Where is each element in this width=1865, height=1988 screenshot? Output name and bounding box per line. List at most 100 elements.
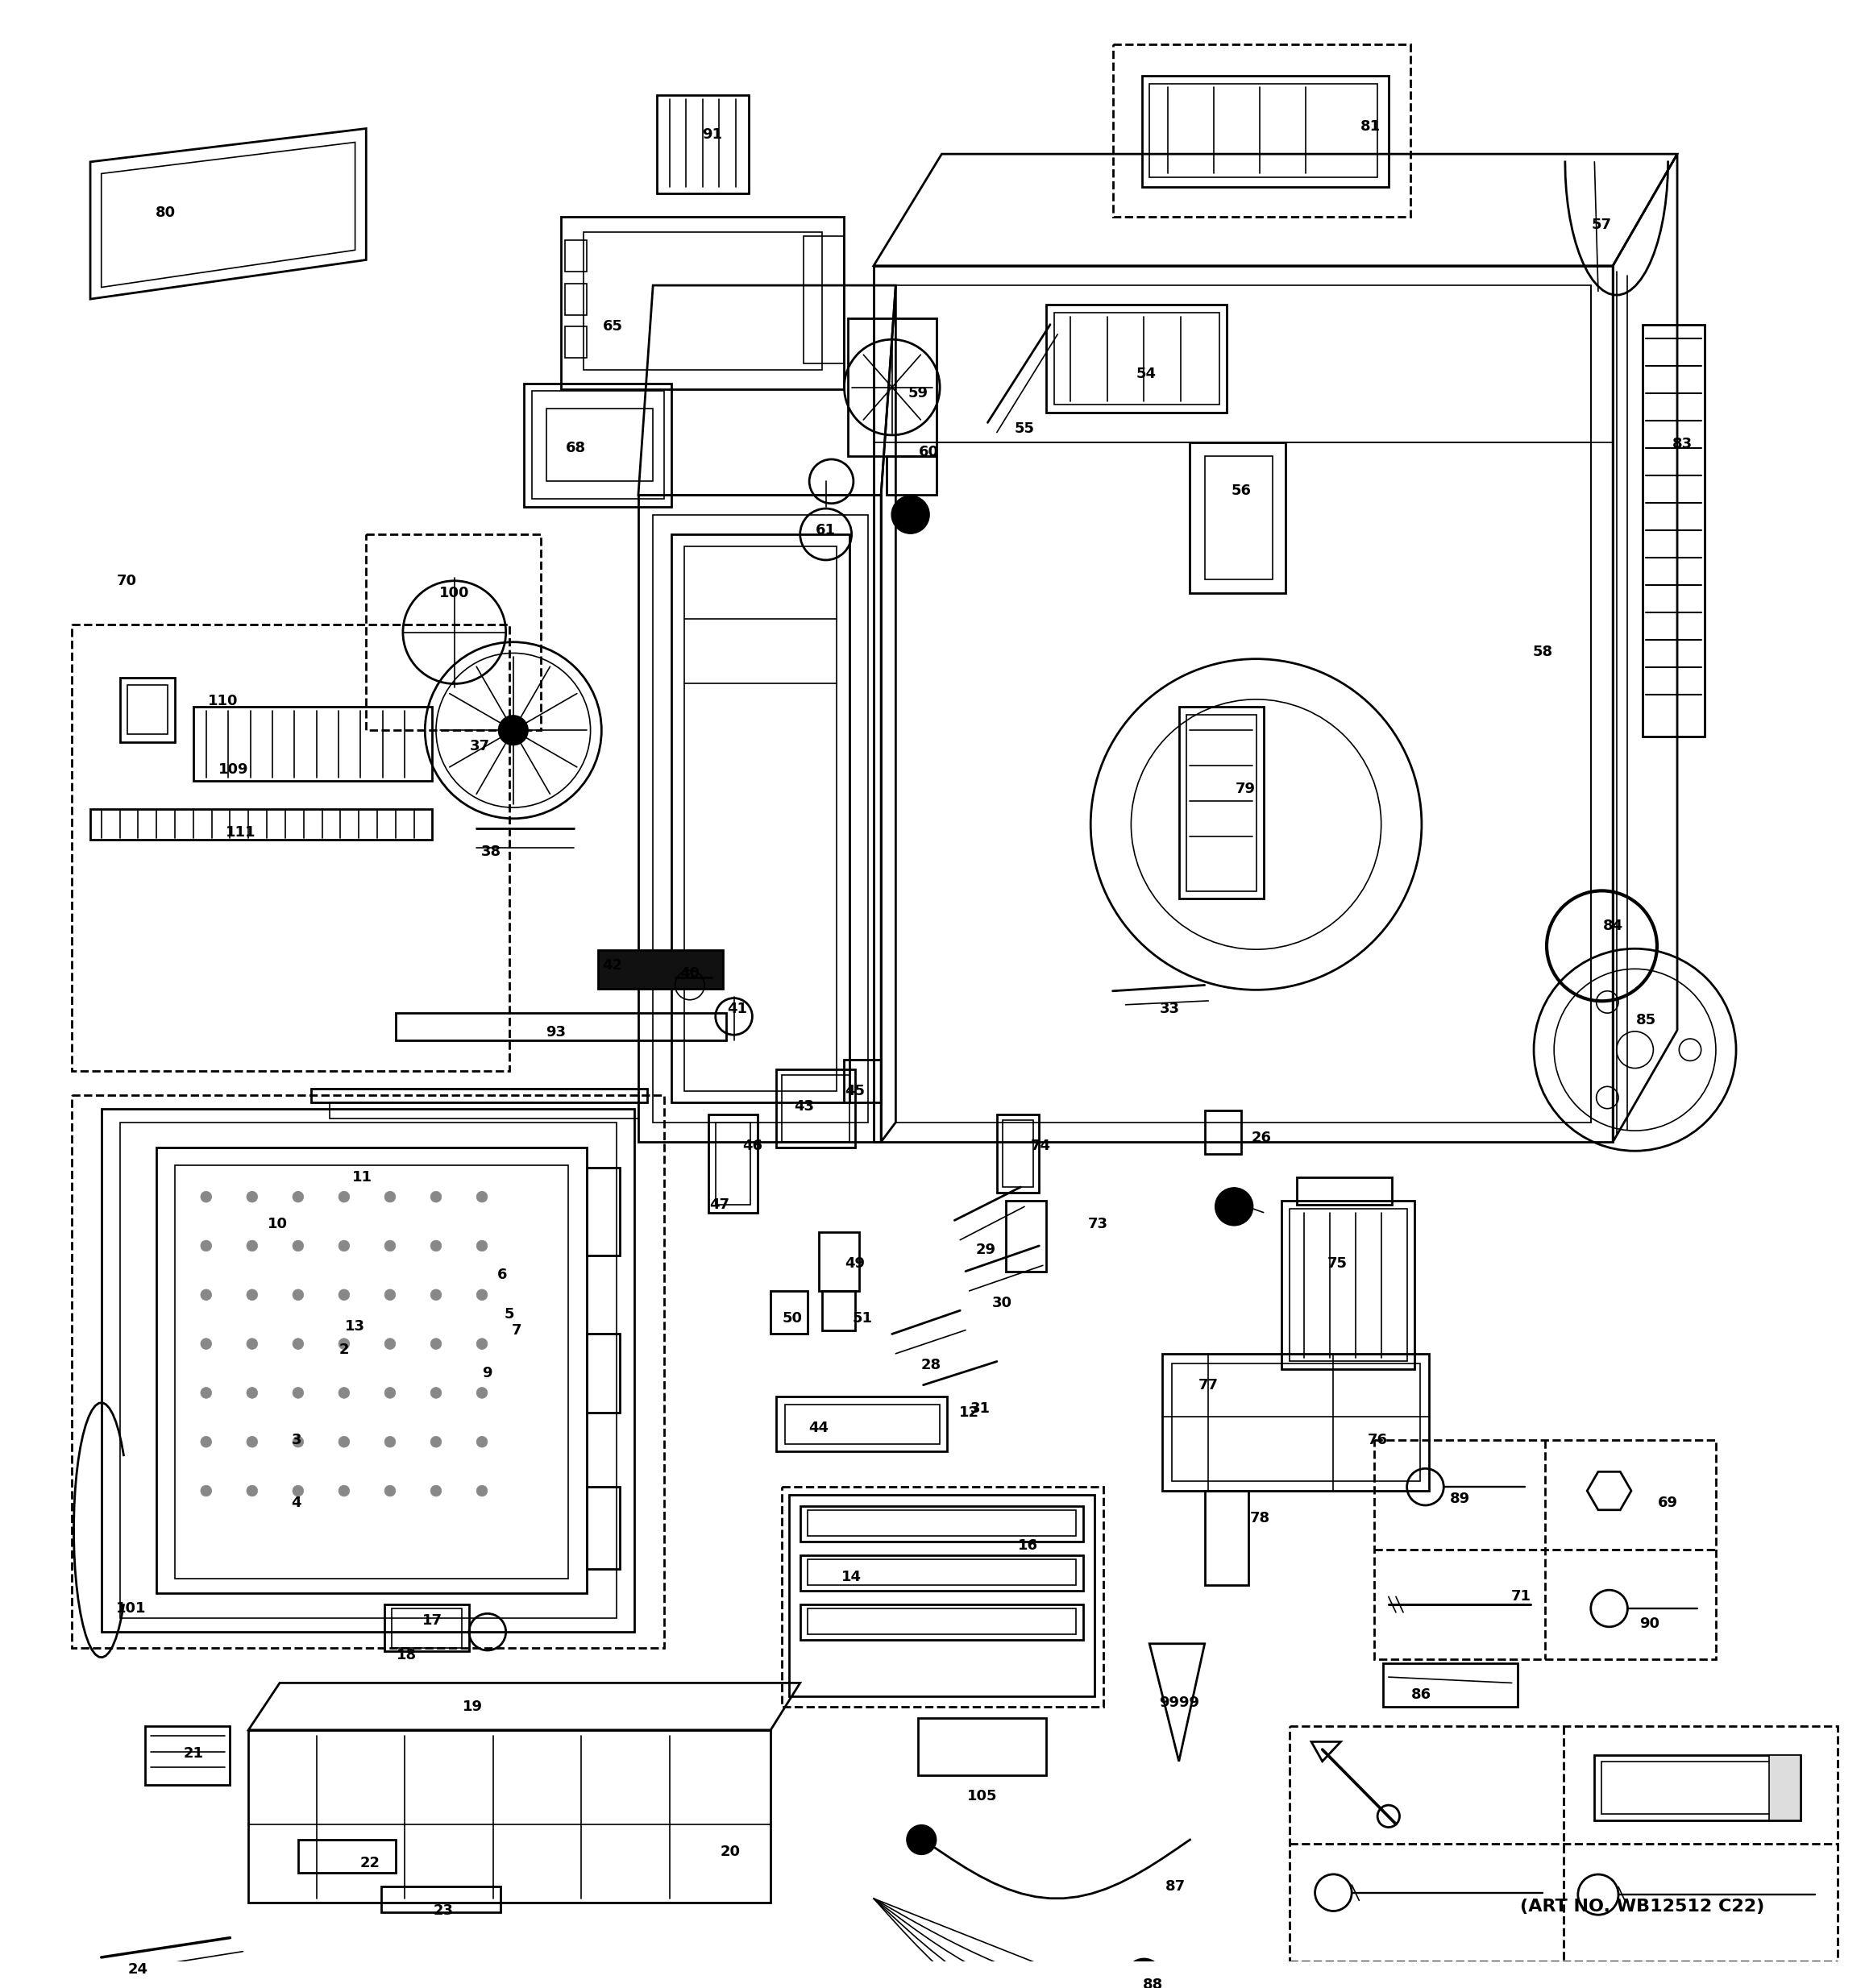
Circle shape bbox=[476, 1338, 487, 1350]
Text: 79: 79 bbox=[1235, 781, 1255, 797]
Text: 30: 30 bbox=[992, 1296, 1013, 1310]
Bar bbox=[73, 624, 509, 1072]
Text: 24: 24 bbox=[129, 1962, 147, 1976]
Text: 51: 51 bbox=[852, 1310, 873, 1326]
Circle shape bbox=[293, 1338, 304, 1350]
Circle shape bbox=[384, 1388, 395, 1398]
Text: 46: 46 bbox=[742, 1139, 763, 1153]
Circle shape bbox=[246, 1191, 257, 1203]
Circle shape bbox=[201, 1290, 211, 1300]
Text: 38: 38 bbox=[481, 845, 502, 859]
Text: 81: 81 bbox=[1360, 119, 1380, 133]
Circle shape bbox=[431, 1241, 442, 1250]
Circle shape bbox=[1126, 1958, 1162, 1988]
Text: 3: 3 bbox=[291, 1433, 302, 1447]
Circle shape bbox=[431, 1338, 442, 1350]
Text: 61: 61 bbox=[815, 523, 836, 537]
Text: 58: 58 bbox=[1533, 644, 1554, 660]
Text: 76: 76 bbox=[1367, 1433, 1388, 1447]
Circle shape bbox=[293, 1290, 304, 1300]
Text: 14: 14 bbox=[841, 1571, 862, 1584]
Text: 70: 70 bbox=[117, 575, 138, 588]
Circle shape bbox=[431, 1435, 442, 1447]
Text: 2: 2 bbox=[339, 1342, 349, 1358]
Text: 71: 71 bbox=[1511, 1590, 1531, 1604]
Text: 69: 69 bbox=[1658, 1495, 1679, 1509]
Text: 56: 56 bbox=[1231, 483, 1251, 499]
Circle shape bbox=[293, 1241, 304, 1250]
Circle shape bbox=[498, 716, 528, 746]
Circle shape bbox=[339, 1435, 349, 1447]
Circle shape bbox=[293, 1191, 304, 1203]
Text: 37: 37 bbox=[470, 740, 490, 753]
Text: 73: 73 bbox=[1087, 1217, 1108, 1231]
Text: 11: 11 bbox=[352, 1171, 373, 1185]
Text: 7: 7 bbox=[511, 1322, 522, 1338]
Circle shape bbox=[431, 1485, 442, 1497]
Circle shape bbox=[384, 1241, 395, 1250]
Text: 31: 31 bbox=[970, 1402, 990, 1415]
Circle shape bbox=[476, 1435, 487, 1447]
Text: 55: 55 bbox=[1015, 421, 1035, 435]
Polygon shape bbox=[1770, 1755, 1800, 1821]
Text: 17: 17 bbox=[421, 1612, 442, 1628]
Text: 23: 23 bbox=[433, 1903, 453, 1918]
Text: 91: 91 bbox=[701, 127, 722, 141]
Circle shape bbox=[246, 1338, 257, 1350]
Text: 111: 111 bbox=[226, 825, 256, 839]
Text: 75: 75 bbox=[1328, 1256, 1347, 1270]
Circle shape bbox=[339, 1485, 349, 1497]
Text: 22: 22 bbox=[360, 1857, 380, 1871]
Text: 88: 88 bbox=[1143, 1978, 1164, 1988]
Circle shape bbox=[476, 1485, 487, 1497]
Text: 57: 57 bbox=[1591, 217, 1611, 233]
Circle shape bbox=[293, 1388, 304, 1398]
Text: 105: 105 bbox=[968, 1789, 998, 1803]
Circle shape bbox=[293, 1435, 304, 1447]
Text: 74: 74 bbox=[1031, 1139, 1052, 1153]
Circle shape bbox=[384, 1435, 395, 1447]
Text: 50: 50 bbox=[783, 1310, 802, 1326]
Text: 90: 90 bbox=[1639, 1616, 1660, 1632]
Circle shape bbox=[293, 1485, 304, 1497]
Text: 80: 80 bbox=[155, 205, 175, 221]
Text: 40: 40 bbox=[679, 966, 699, 980]
Text: 18: 18 bbox=[397, 1648, 416, 1662]
Bar bbox=[1375, 1439, 1716, 1660]
Text: 109: 109 bbox=[218, 761, 248, 777]
Text: 45: 45 bbox=[845, 1083, 865, 1097]
Text: 41: 41 bbox=[727, 1002, 748, 1016]
Text: 33: 33 bbox=[1160, 1002, 1181, 1016]
Text: 47: 47 bbox=[709, 1197, 729, 1213]
Text: 54: 54 bbox=[1136, 366, 1156, 382]
Circle shape bbox=[384, 1338, 395, 1350]
Text: 86: 86 bbox=[1412, 1688, 1432, 1702]
Circle shape bbox=[476, 1290, 487, 1300]
Bar bbox=[366, 535, 541, 730]
Text: 19: 19 bbox=[463, 1700, 483, 1714]
Text: 6: 6 bbox=[498, 1268, 507, 1282]
Circle shape bbox=[201, 1241, 211, 1250]
Circle shape bbox=[384, 1290, 395, 1300]
Bar bbox=[1113, 44, 1410, 217]
Bar bbox=[73, 1095, 664, 1648]
Text: 89: 89 bbox=[1451, 1491, 1470, 1507]
Circle shape bbox=[246, 1290, 257, 1300]
Text: 13: 13 bbox=[345, 1318, 366, 1334]
Text: 83: 83 bbox=[1673, 437, 1693, 451]
Circle shape bbox=[339, 1388, 349, 1398]
Circle shape bbox=[201, 1388, 211, 1398]
Circle shape bbox=[1216, 1189, 1253, 1225]
Text: 43: 43 bbox=[794, 1099, 813, 1113]
Text: 29: 29 bbox=[975, 1242, 996, 1256]
Text: 21: 21 bbox=[183, 1745, 203, 1761]
Text: 59: 59 bbox=[908, 386, 929, 400]
Text: 85: 85 bbox=[1636, 1014, 1656, 1028]
Text: 49: 49 bbox=[845, 1256, 865, 1270]
Text: 4: 4 bbox=[291, 1495, 302, 1509]
Circle shape bbox=[339, 1241, 349, 1250]
Circle shape bbox=[339, 1191, 349, 1203]
Text: 16: 16 bbox=[1018, 1539, 1039, 1553]
Text: 68: 68 bbox=[565, 441, 586, 455]
Text: 84: 84 bbox=[1602, 918, 1623, 934]
